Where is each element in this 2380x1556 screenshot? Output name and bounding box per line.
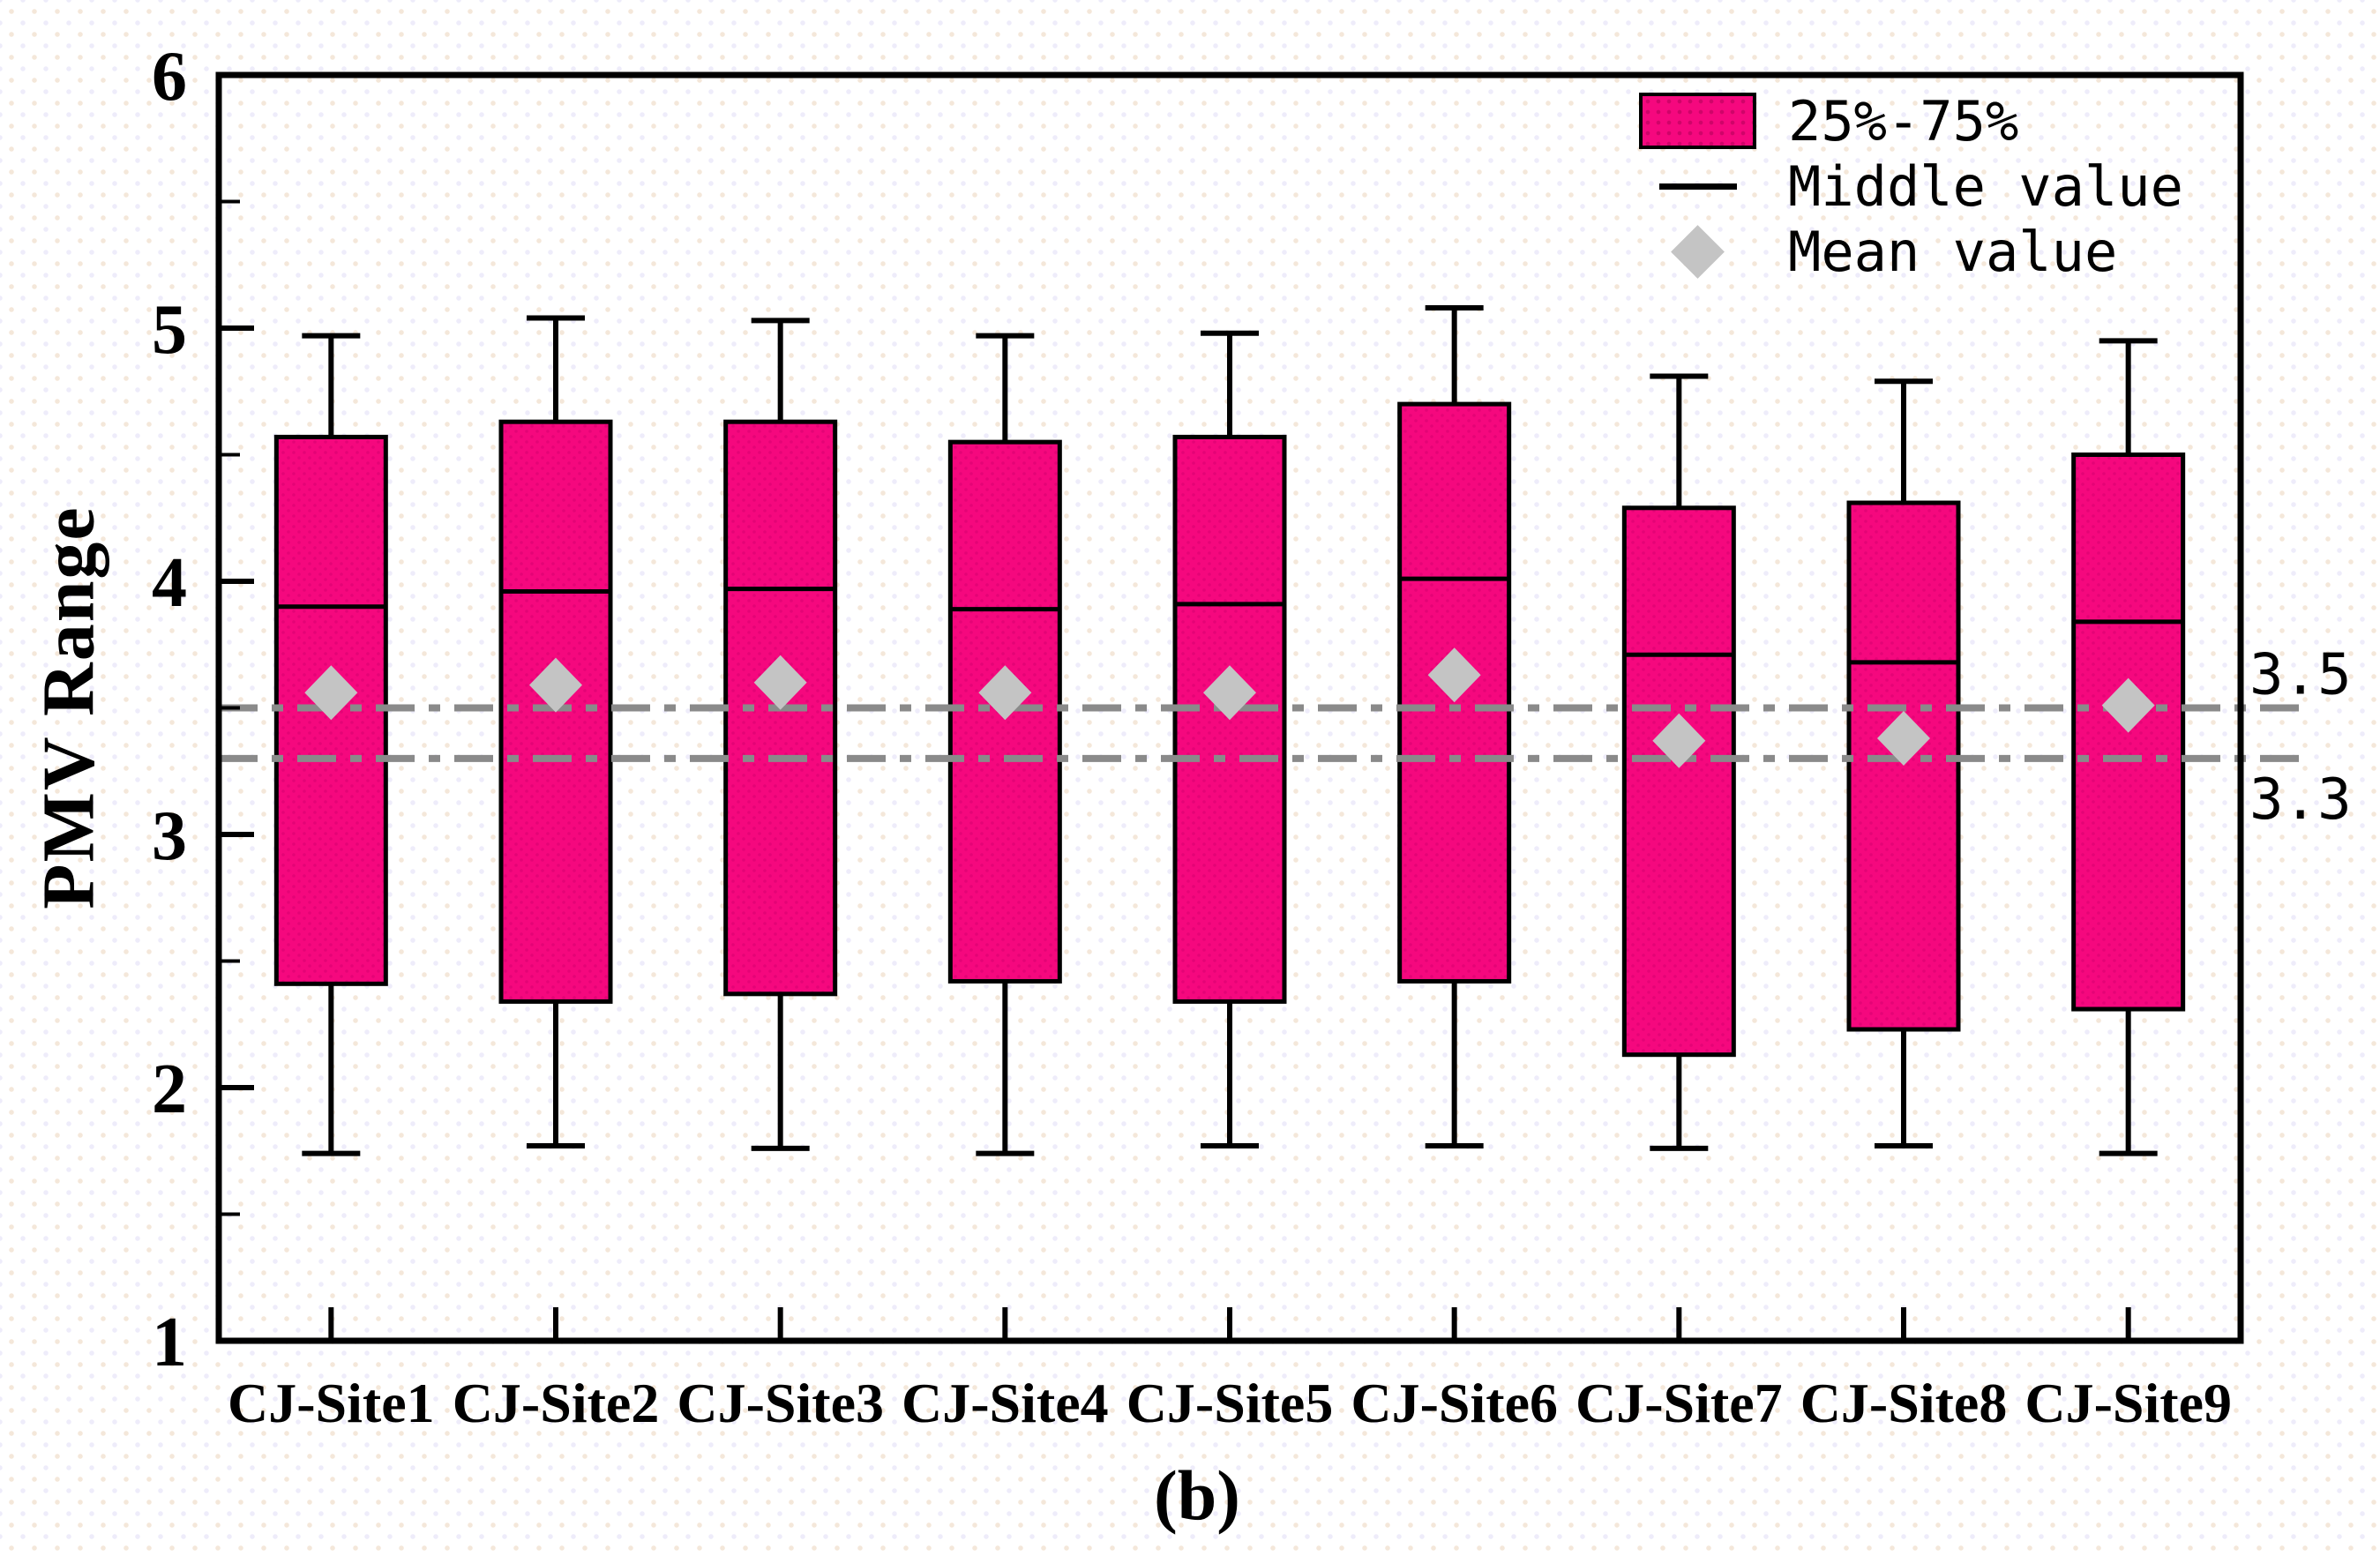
y-tick-label: 4 bbox=[152, 544, 187, 622]
x-axis-label: CJ-Site6 bbox=[1351, 1372, 1558, 1434]
y-tick-label: 5 bbox=[152, 291, 187, 369]
plot-frame bbox=[215, 71, 2244, 1344]
iqr-box-swatch-icon bbox=[1639, 93, 1756, 149]
legend-label-iqr: 25%-75% bbox=[1788, 88, 2019, 153]
mean-diamond bbox=[2101, 677, 2155, 733]
legend: 25%-75% Middle value Mean value bbox=[1639, 88, 2183, 284]
legend-label-median: Middle value bbox=[1788, 153, 2183, 219]
mean-diamond bbox=[304, 665, 358, 721]
mean-diamond-icon bbox=[1671, 224, 1725, 279]
iqr-box bbox=[1621, 505, 1736, 1058]
figure-caption: (b) bbox=[1154, 1457, 1240, 1536]
x-axis-label: CJ-Site5 bbox=[1126, 1372, 1334, 1434]
legend-label-mean: Mean value bbox=[1788, 219, 2118, 284]
x-axis-label: CJ-Site3 bbox=[677, 1372, 884, 1434]
x-axis-label: CJ-Site1 bbox=[228, 1372, 435, 1434]
median-line-icon bbox=[1658, 183, 1737, 190]
y-tick-label: 1 bbox=[152, 1304, 187, 1381]
mean-diamond bbox=[1427, 647, 1481, 703]
mean-diamond bbox=[1652, 713, 1706, 768]
reference-line-label: 3.3 bbox=[2249, 767, 2352, 833]
mean-diamond bbox=[529, 657, 582, 713]
mean-diamond bbox=[1877, 710, 1930, 766]
mean-diamond bbox=[978, 665, 1032, 721]
y-tick-label: 6 bbox=[152, 38, 187, 116]
y-tick-label: 3 bbox=[152, 797, 187, 875]
x-axis-label: CJ-Site8 bbox=[1800, 1372, 2008, 1434]
reference-line-label: 3.5 bbox=[2249, 643, 2352, 708]
x-axis-label: CJ-Site7 bbox=[1575, 1372, 1783, 1434]
legend-item-median: Middle value bbox=[1639, 153, 2183, 219]
legend-item-mean: Mean value bbox=[1639, 219, 2183, 284]
x-axis-label: CJ-Site2 bbox=[453, 1372, 660, 1434]
mean-diamond bbox=[1203, 665, 1256, 721]
legend-item-iqr: 25%-75% bbox=[1639, 88, 2183, 153]
x-axis-label: CJ-Site4 bbox=[902, 1372, 1109, 1434]
y-axis-title: PMV Range bbox=[27, 505, 110, 909]
x-axis-label: CJ-Site9 bbox=[2024, 1372, 2232, 1434]
mean-diamond bbox=[753, 655, 807, 710]
y-tick-label: 2 bbox=[152, 1051, 187, 1128]
iqr-box bbox=[1846, 500, 1961, 1032]
